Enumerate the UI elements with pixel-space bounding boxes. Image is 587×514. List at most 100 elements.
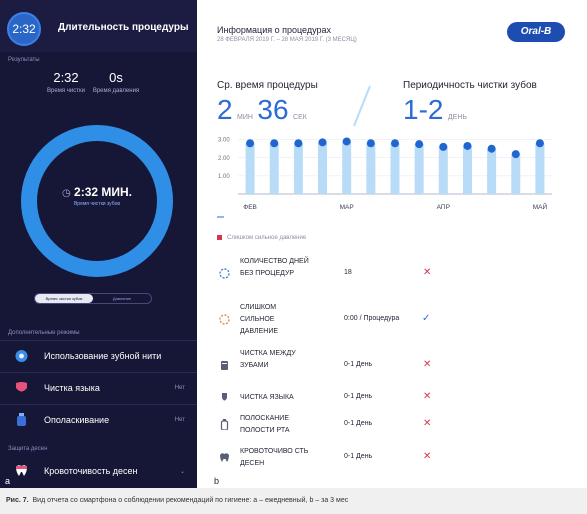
chart-bar	[462, 145, 472, 194]
chart-bar	[535, 143, 545, 194]
avg-time-value: 2 МИН 36 СЕК	[217, 94, 307, 126]
view-toggle[interactable]: Время чистки зубов Давление	[34, 293, 152, 304]
row-value: 0-1 День	[344, 361, 373, 368]
floss-icon	[15, 350, 28, 362]
extra-modes-label: Дополнительные режимы	[8, 330, 80, 336]
page-title: Информация о процедурах	[217, 25, 332, 35]
chart-bar	[245, 143, 255, 194]
gums-icon	[220, 453, 229, 462]
x-tick-label: МАР	[340, 204, 354, 211]
brushing-time-stat: 2:32 Время чистки	[36, 70, 96, 94]
floss-icon	[221, 361, 228, 370]
chart-bar	[342, 141, 352, 194]
list-item-floss[interactable]: Использование зубной нити	[0, 340, 197, 372]
chart-point	[487, 144, 496, 153]
chart-point	[342, 137, 351, 146]
clock-icon: ◷	[61, 188, 71, 199]
list-item-label: Кровоточивость десен	[44, 466, 138, 476]
brushing-time-ring	[21, 125, 173, 277]
row-label: ПОЛОСКАНИЕ ПОЛОСТИ РТА	[240, 415, 290, 434]
chart-point	[391, 139, 399, 148]
calendar-icon	[219, 268, 230, 279]
figure-caption-text: Вид отчета со смартфона о соблюдении рек…	[32, 497, 349, 504]
x-tick-label: МАЙ	[533, 202, 548, 211]
x-tick-label: АПР	[437, 204, 450, 211]
timer-badge[interactable]: 2:32	[7, 12, 41, 46]
list-item-tongue[interactable]: Чистка языка Нет	[0, 372, 197, 404]
stat-label: Время давления	[92, 88, 140, 94]
chart-bar	[318, 142, 328, 194]
page-title: Длительность процедуры	[58, 22, 189, 33]
chart-point	[463, 141, 472, 150]
seconds-unit: СЕК	[293, 114, 307, 121]
rinse-icon	[17, 413, 26, 426]
chart-point	[294, 139, 303, 148]
x-tick-label: ФЕВ	[243, 204, 257, 211]
chart-point	[415, 140, 424, 149]
gum-protection-label: Защита десен	[8, 446, 48, 452]
ring-value-text: 2:32 МИН.	[74, 185, 133, 199]
brushing-time-chart: 3.00 2.00 1.00 ФЕВ МАР АПР МАЙ	[217, 137, 552, 218]
list-item-label: Использование зубной нити	[44, 351, 162, 361]
row-value: 0-1 День	[344, 453, 373, 460]
minutes-unit: МИН	[237, 114, 253, 121]
frequency-value: 1-2 ДЕНЬ	[403, 94, 467, 126]
chart-bar	[414, 144, 424, 194]
status-x-icon: ✕	[423, 451, 432, 462]
chart-point	[366, 139, 375, 148]
chart-bar	[293, 143, 303, 194]
row-label: ЧИСТКА ЯЗЫКА	[240, 394, 294, 401]
row-label: СЛИШКОМ СИЛЬНОЕ ДАВЛЕНИЕ	[240, 304, 279, 335]
y-tick-label: 2.00	[218, 156, 230, 162]
list-item-label: Ополаскивание	[44, 415, 110, 425]
chevron-down-icon[interactable]: ⌄	[179, 469, 185, 475]
status-x-icon: ✕	[423, 418, 432, 429]
frequency-unit: ДЕНЬ	[447, 114, 467, 121]
toggle-brushing-time[interactable]: Время чистки зубов	[35, 294, 93, 303]
list-item-gums[interactable]: Кровоточивость десен ⌄	[0, 456, 197, 488]
toggle-pressure[interactable]: Давление	[112, 296, 132, 301]
tongue-icon	[16, 382, 27, 392]
avg-seconds: 36	[257, 94, 289, 125]
pressure-icon	[219, 314, 230, 325]
stat-label: Время чистки	[47, 88, 85, 94]
chart-point	[246, 139, 255, 148]
row-value: 0-1 День	[344, 420, 373, 427]
frequency-number: 1-2	[403, 94, 444, 125]
avg-minutes: 2	[217, 94, 233, 125]
status-x-icon: ✕	[423, 359, 432, 370]
chart-bar	[366, 143, 376, 194]
tongue-icon	[222, 393, 227, 401]
row-value: 0:00 / Процедура	[344, 315, 400, 322]
stat-value: 2:32	[53, 70, 79, 85]
stat-value: 0s	[109, 70, 123, 85]
chart-point	[535, 139, 544, 148]
rinse-icon	[220, 419, 229, 430]
row-value: 18	[344, 269, 352, 276]
status-check-icon: ✓	[422, 313, 431, 324]
three-month-report-panel: Информация о процедурах 28 ФЕВРАЛЯ 2019 …	[200, 0, 587, 488]
list-item-label: Чистка языка	[44, 383, 100, 393]
chart-point	[511, 150, 520, 159]
legend-swatch	[217, 235, 222, 240]
y-tick-label: 3.00	[218, 138, 230, 144]
ring-caption: Время чистки зубов	[73, 201, 121, 207]
chart-bar	[390, 143, 400, 194]
chart-point	[270, 139, 279, 148]
row-value: 0-1 День	[344, 393, 373, 400]
figure-caption: Рис. 7. Вид отчета со смартфона о соблюд…	[0, 488, 587, 514]
row-label: ЧИСТКА МЕЖДУ ЗУБАМИ	[240, 350, 296, 369]
list-item-rinse[interactable]: Ополаскивание Нет	[0, 404, 197, 436]
chart-bar	[487, 148, 497, 194]
list-item-status: Нет	[174, 417, 185, 423]
divider-slash	[353, 85, 371, 127]
figure-label: Рис. 7.	[6, 497, 29, 504]
status-x-icon: ✕	[423, 391, 432, 402]
pressure-time-stat: 0s Время давления	[86, 70, 146, 94]
avg-time-label: Ср. время процедуры	[217, 80, 318, 91]
chart-bar	[511, 154, 521, 194]
legend-label: Слишком сильное давление	[227, 235, 307, 242]
oral-b-logo: Oral-B	[507, 22, 565, 42]
results-section-label: Результаты	[8, 57, 40, 63]
y-tick-label: 1.00	[218, 174, 230, 180]
